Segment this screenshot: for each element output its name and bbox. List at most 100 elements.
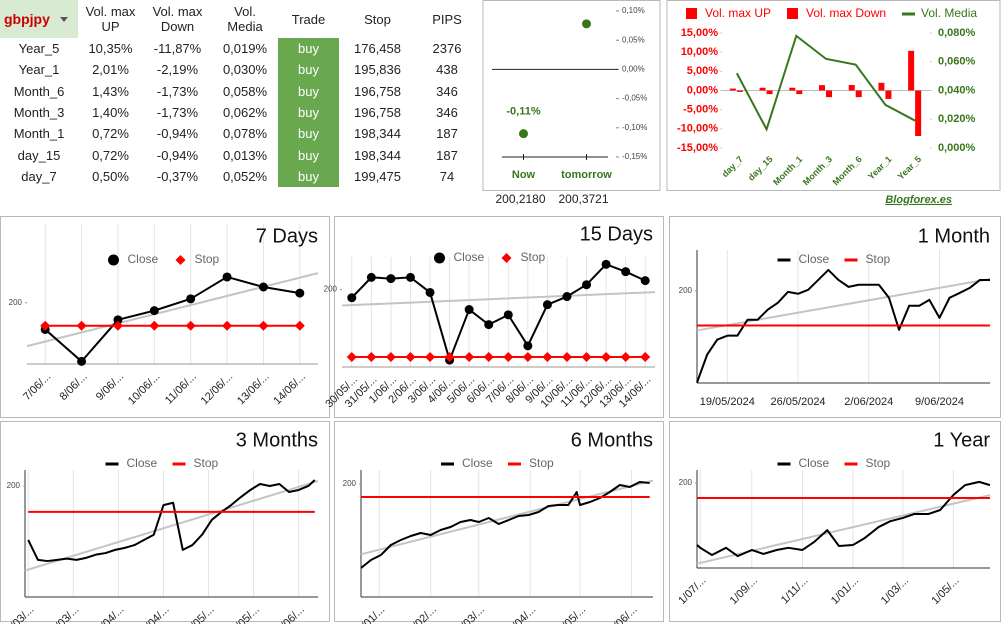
column-header: Vol. Media (227, 4, 263, 34)
y-tick-label: 200 (679, 478, 693, 487)
column-header: Trade (291, 11, 326, 27)
table-cell: day_7 (21, 168, 57, 184)
trade-cell: buy (278, 101, 339, 124)
legend-swatch (175, 255, 186, 265)
stop-marker (581, 352, 592, 363)
chart-panel (0, 421, 330, 622)
table-cell: 1,43% (92, 83, 129, 99)
table-cell: 0,72% (92, 147, 129, 163)
close-marker (621, 267, 631, 277)
bar (796, 90, 803, 95)
bar (736, 90, 743, 92)
close-marker (601, 259, 611, 269)
y-tick-label: 200 (7, 481, 21, 490)
legend-swatch (434, 252, 445, 264)
table-cell: 0,078% (222, 126, 268, 142)
chart-panel (669, 421, 1001, 622)
y2-tick-label: 0,020% (938, 113, 976, 125)
table-cell: 0,50% (92, 168, 129, 184)
forecast-dot (519, 129, 528, 139)
table-row: day_15 0,72% -0,94% 0,013% buy 198,344 187 (0, 144, 478, 166)
table-row: Year_5 10,35% -11,87% 0,019% buy 176,458 2376 (0, 38, 478, 60)
bar (878, 82, 885, 91)
trade-cell: buy (278, 80, 339, 102)
trade-cell: buy (278, 59, 339, 81)
y-tick-label: -0,05% (622, 94, 647, 103)
table-cell: Year_1 (18, 62, 60, 78)
y-tick-label: 0,05% (622, 35, 645, 44)
bar (908, 50, 915, 91)
series-line (696, 268, 990, 383)
legend-label: Vol. Media (921, 6, 977, 20)
y2-tick-label: 0,080% (938, 27, 976, 39)
close-marker (640, 276, 650, 286)
close-marker (295, 288, 305, 298)
trend-line (26, 272, 319, 348)
table-cell: 198,344 (354, 126, 401, 142)
stop-marker (464, 352, 475, 363)
table-cell: Month_3 (13, 105, 65, 121)
price-label: 200,3721 (558, 192, 608, 206)
table-row: Month_1 0,72% -0,94% 0,078% buy 198,344 187 (0, 123, 478, 145)
series-line (351, 263, 646, 362)
chart-panel (0, 216, 330, 418)
trade-cell: buy (278, 144, 339, 166)
data-label: -0,11% (506, 106, 540, 118)
chart-title: 1 Year (933, 429, 990, 451)
column-header: PIPS (432, 11, 462, 27)
stop-marker (385, 352, 396, 363)
close-marker (582, 280, 592, 290)
bar (789, 87, 796, 91)
stop-marker (112, 320, 123, 331)
series-line (360, 481, 650, 569)
volatility-panel (666, 0, 1001, 191)
legend-swatch (686, 8, 697, 19)
close-marker (542, 300, 552, 310)
table-row: Month_6 1,43% -1,73% 0,058% buy 196,758 346 (0, 80, 478, 102)
table-cell: 196,758 (354, 83, 401, 99)
trade-cell: buy (278, 165, 339, 188)
chart-panel (334, 421, 664, 622)
stop-marker (620, 352, 631, 363)
close-marker (77, 356, 87, 366)
stop-marker (185, 320, 196, 331)
column-header: Stop (364, 11, 391, 27)
close-marker (405, 272, 415, 282)
trade-cell: buy (278, 38, 339, 60)
table-cell: Month_1 (13, 126, 65, 142)
table-row: day_7 0,50% -0,37% 0,052% buy 199,475 74 (0, 165, 478, 188)
close-marker (222, 272, 232, 282)
stop-marker (522, 352, 533, 363)
bar (848, 85, 855, 91)
header-row: gbpjpy Vol. max UP Vol. max Down Vol. Media… (0, 0, 478, 38)
close-marker (425, 287, 435, 297)
column-header: Vol. max Down (152, 4, 203, 34)
chart-title: 1 Month (918, 225, 990, 247)
x-tick-label: 2/06/2024 (844, 396, 893, 408)
bar (729, 88, 736, 91)
close-marker (258, 282, 268, 292)
legend-swatch (108, 254, 119, 266)
stop-marker (601, 352, 612, 363)
bar (766, 90, 773, 95)
y-tick-label: 15,00% (681, 27, 719, 39)
y2-tick-label: 0,000% (938, 142, 976, 154)
close-marker (386, 274, 396, 284)
legend-label: Close (799, 456, 830, 470)
table-cell: 2376 (432, 41, 462, 57)
stop-marker (542, 352, 553, 363)
bar (915, 90, 922, 137)
signal-table: gbpjpy Vol. max UP Vol. max Down Vol. Media… (0, 0, 478, 188)
stop-marker (561, 352, 572, 363)
table-cell: 2,01% (92, 62, 129, 78)
symbol-selector[interactable]: gbpjpy (0, 0, 78, 38)
table-cell: 0,030% (222, 62, 268, 78)
close-marker (503, 310, 513, 320)
table-cell: 1,40% (92, 105, 129, 121)
table-cell: 346 (436, 83, 458, 99)
table-cell: 10,35% (88, 41, 133, 57)
stop-marker (40, 320, 51, 331)
table-cell: 346 (436, 105, 458, 121)
table-cell: 0,013% (222, 147, 268, 163)
legend-label: Close (799, 252, 830, 266)
